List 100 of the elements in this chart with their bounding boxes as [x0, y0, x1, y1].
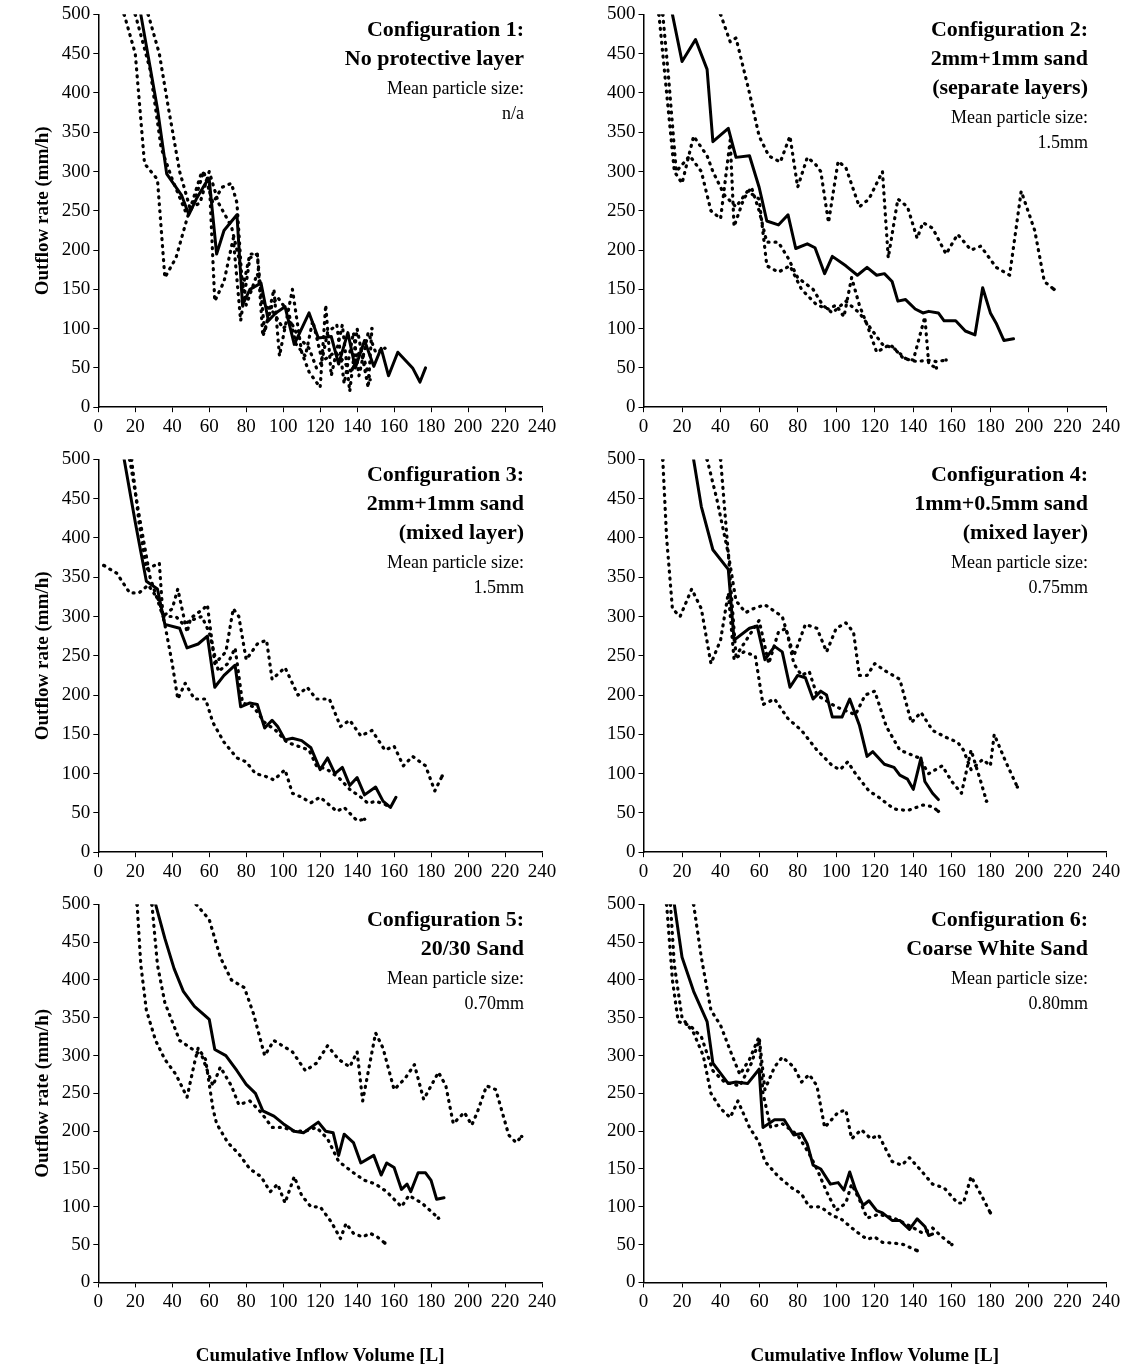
- y-tick-label: 400: [607, 967, 636, 989]
- y-tick-label: 100: [61, 316, 91, 338]
- x-tick-label: 20: [672, 414, 692, 436]
- x-tick-label: 200: [453, 859, 483, 881]
- y-tick-label: 100: [607, 1194, 636, 1216]
- annotation: Mean particle size:: [386, 551, 524, 574]
- text: 2mm+1mm sand (separate layers): [929, 44, 1088, 101]
- y-tick-label: 400: [61, 80, 91, 102]
- annotation: Mean particle size:: [386, 77, 524, 100]
- annotation: 1.5mm: [472, 576, 524, 599]
- x-tick-label: 160: [937, 414, 967, 436]
- x-tick-label: 120: [860, 859, 889, 881]
- y-tick-label: 500: [61, 2, 91, 24]
- x-tick-label: 160: [379, 859, 409, 881]
- x-tick-label: 60: [199, 859, 219, 881]
- x-tick-label: 100: [821, 859, 851, 881]
- x-tick-label: 220: [1053, 1289, 1082, 1311]
- y-tick-label: 250: [61, 643, 91, 665]
- x-tick-label: 220: [1053, 414, 1082, 436]
- x-tick-label: 60: [749, 1289, 769, 1311]
- y-tick-label: 150: [607, 722, 636, 744]
- y-tick-label: 500: [607, 447, 636, 469]
- annotation: 1.5mm: [1036, 131, 1088, 154]
- annotation: Mean particle size:: [386, 967, 524, 990]
- x-tick-label: 220: [490, 859, 520, 881]
- x-tick-label: 120: [305, 1289, 335, 1311]
- y-tick-label: 200: [607, 1119, 636, 1141]
- annotation: Mean particle size:: [950, 967, 1088, 990]
- y-tick-label: 0: [626, 840, 636, 862]
- y-tick-label: 250: [61, 198, 91, 220]
- y-tick-label: 500: [607, 892, 636, 914]
- x-tick-label: 100: [821, 414, 851, 436]
- y-tick-label: 250: [61, 1081, 91, 1103]
- text: No protective layer: [343, 44, 524, 72]
- y-tick-label: 350: [607, 120, 636, 142]
- x-tick-label: 60: [199, 414, 219, 436]
- x-tick-label: 60: [749, 859, 769, 881]
- chart-title: Configuration 6:: [929, 905, 1088, 933]
- y-tick-label: 450: [61, 41, 91, 63]
- y-tick-label: 100: [61, 1194, 91, 1216]
- x-tick-label: 200: [1014, 1289, 1044, 1311]
- y-tick-label: 400: [61, 967, 91, 989]
- y-tick-label: 0: [80, 1270, 91, 1292]
- x-tick-label: 40: [162, 1289, 182, 1311]
- y-tick-label: 350: [607, 1005, 636, 1027]
- y-tick-label: 300: [61, 1043, 91, 1065]
- x-tick-label: 160: [937, 1289, 967, 1311]
- y-tick-label: 0: [626, 1270, 636, 1292]
- chart-title: Configuration 2:: [929, 15, 1088, 43]
- y-tick-label: 300: [61, 159, 91, 181]
- x-tick-label: 60: [199, 1289, 219, 1311]
- x-tick-label: 40: [711, 1289, 731, 1311]
- x-tick-label: 180: [416, 1289, 446, 1311]
- x-tick-label: 220: [1053, 859, 1082, 881]
- y-axis-title: Outflow rate (mm/h): [31, 571, 54, 741]
- x-tick-label: 140: [342, 1289, 372, 1311]
- text: Coarse White Sand: [905, 934, 1088, 962]
- x-tick-label: 60: [749, 414, 769, 436]
- x-tick-label: 100: [268, 1289, 298, 1311]
- x-tick-label: 160: [379, 1289, 409, 1311]
- y-tick-label: 50: [71, 800, 91, 822]
- annotation: 0.80mm: [1027, 992, 1088, 1015]
- x-tick-label: 40: [162, 414, 182, 436]
- chart-title: Configuration 3:: [365, 460, 524, 488]
- x-tick-label: 140: [342, 414, 372, 436]
- y-tick-label: 450: [607, 930, 636, 952]
- x-tick-label: 120: [305, 859, 335, 881]
- annotation: Mean particle size:: [950, 551, 1088, 574]
- y-tick-label: 0: [80, 840, 91, 862]
- x-tick-label: 140: [899, 859, 928, 881]
- x-tick-label: 240: [527, 859, 557, 881]
- y-tick-label: 350: [61, 1005, 91, 1027]
- y-tick-label: 100: [607, 761, 636, 783]
- y-tick-label: 400: [607, 80, 636, 102]
- chart-title: Configuration 5:: [365, 905, 524, 933]
- x-tick-label: 20: [125, 1289, 145, 1311]
- annotation: 0.70mm: [463, 992, 524, 1015]
- x-tick-label: 20: [125, 859, 145, 881]
- x-tick-label: 80: [788, 1289, 808, 1311]
- x-tick-label: 80: [788, 859, 808, 881]
- x-tick-label: 160: [379, 414, 409, 436]
- y-tick-label: 400: [607, 525, 636, 547]
- x-tick-label: 180: [976, 859, 1005, 881]
- x-tick-label: 200: [1014, 414, 1044, 436]
- x-tick-label: 80: [236, 859, 256, 881]
- x-tick-label: 160: [937, 859, 967, 881]
- y-tick-label: 200: [61, 238, 91, 260]
- y-axis-title: Outflow rate (mm/h): [31, 126, 54, 296]
- x-tick-label: 240: [527, 414, 557, 436]
- x-tick-label: 120: [860, 414, 889, 436]
- y-tick-label: 100: [607, 316, 636, 338]
- x-tick-label: 100: [268, 414, 298, 436]
- x-tick-label: 180: [976, 414, 1005, 436]
- y-tick-label: 250: [607, 1081, 636, 1103]
- x-axis-title: Cumulative Inflow Volume [L]: [195, 1343, 445, 1365]
- y-tick-label: 50: [616, 1232, 636, 1254]
- x-tick-label: 200: [453, 414, 483, 436]
- y-tick-label: 300: [607, 604, 636, 626]
- y-tick-label: 500: [61, 892, 91, 914]
- text: 20/30 Sand: [419, 934, 524, 962]
